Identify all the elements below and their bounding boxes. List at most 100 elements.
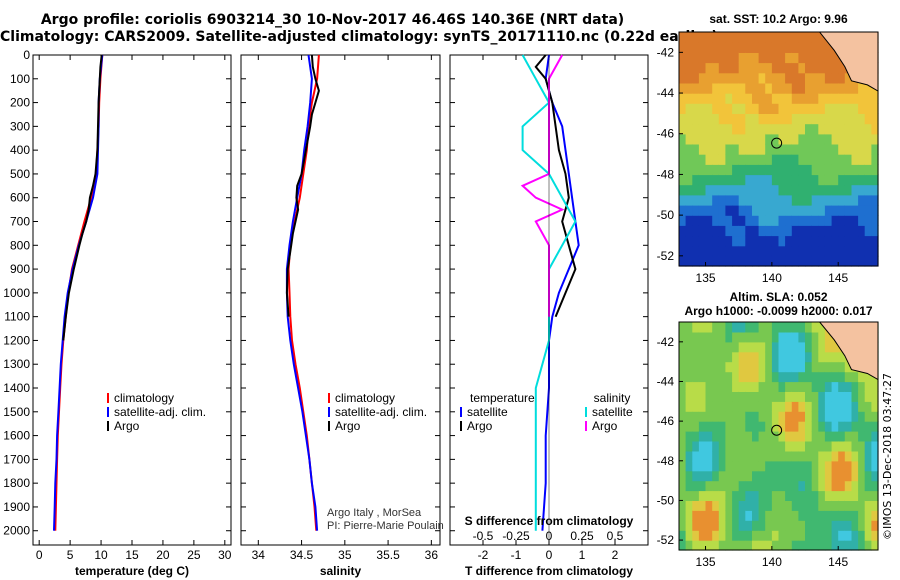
map-cell bbox=[712, 520, 720, 531]
map-cell bbox=[778, 245, 786, 257]
map-cell bbox=[785, 194, 793, 206]
map-cell bbox=[824, 371, 833, 383]
map-cell bbox=[838, 245, 846, 257]
x-tick-label: 25 bbox=[187, 548, 201, 562]
map-cell bbox=[732, 52, 740, 64]
map-cell bbox=[738, 510, 746, 521]
map-cell bbox=[758, 530, 766, 541]
map-cell bbox=[718, 82, 726, 94]
map-cell bbox=[844, 431, 852, 442]
map-cell bbox=[758, 255, 766, 267]
map-cell bbox=[858, 421, 866, 432]
map-cell bbox=[818, 480, 826, 492]
map-cell bbox=[791, 235, 799, 247]
map-cell bbox=[844, 225, 852, 237]
map-cell bbox=[844, 184, 852, 196]
map-cell bbox=[752, 470, 760, 482]
map-cell bbox=[758, 480, 766, 492]
map-cell bbox=[718, 500, 726, 511]
map-cell bbox=[811, 361, 819, 373]
y-tick-label: 1600 bbox=[3, 429, 30, 443]
y-tick-label: 200 bbox=[10, 96, 30, 110]
map-cell bbox=[765, 62, 773, 74]
map-cell bbox=[844, 450, 852, 462]
map-cell bbox=[718, 93, 726, 104]
map-cell bbox=[791, 82, 799, 94]
map-cell bbox=[732, 411, 740, 422]
map-cell bbox=[864, 381, 872, 392]
map-cell bbox=[824, 520, 833, 531]
map-cell bbox=[791, 490, 799, 501]
map-cell bbox=[785, 411, 793, 422]
x-tick-label: 5 bbox=[67, 548, 74, 562]
map-cell bbox=[705, 530, 713, 541]
map-cell bbox=[798, 143, 806, 155]
map-cell bbox=[738, 540, 746, 551]
map-cell bbox=[771, 164, 780, 176]
map-cell bbox=[785, 93, 793, 104]
map-cell bbox=[818, 361, 826, 373]
x-tick-label: 2 bbox=[612, 548, 619, 562]
map-cell bbox=[805, 450, 813, 462]
map-cell bbox=[831, 235, 839, 247]
map-cell bbox=[698, 421, 707, 432]
map-cell bbox=[771, 154, 780, 165]
map-cell bbox=[745, 103, 753, 114]
map-cell bbox=[811, 154, 819, 165]
map-cell bbox=[864, 235, 872, 247]
map-cell bbox=[785, 520, 793, 531]
map-cell bbox=[778, 225, 786, 237]
map-cell bbox=[844, 470, 852, 482]
map-cell bbox=[864, 510, 872, 521]
map-cell bbox=[791, 103, 799, 114]
x-tick-label: 35 bbox=[338, 548, 352, 562]
map-cell bbox=[771, 62, 780, 74]
map-cell bbox=[858, 123, 866, 135]
map-cell bbox=[791, 540, 799, 551]
map-cell bbox=[805, 154, 813, 165]
map-cell bbox=[771, 351, 780, 363]
x-tick-label: 0 bbox=[36, 548, 43, 562]
map-cell bbox=[824, 42, 833, 53]
map-cell bbox=[712, 371, 720, 383]
map-cell bbox=[698, 245, 707, 257]
map-cell bbox=[705, 133, 713, 145]
map-cell bbox=[765, 540, 773, 551]
map-cell bbox=[798, 174, 806, 186]
map-cell bbox=[791, 215, 799, 226]
map-cell bbox=[791, 500, 799, 511]
map-cell bbox=[745, 235, 753, 247]
map-cell bbox=[771, 470, 780, 482]
map-cell bbox=[725, 194, 733, 206]
map-cell bbox=[692, 391, 700, 402]
map-cell bbox=[698, 225, 707, 237]
map-cell bbox=[765, 235, 773, 247]
map-cell bbox=[851, 530, 859, 541]
map-cell bbox=[725, 62, 733, 74]
map-cell bbox=[771, 42, 780, 53]
map-cell bbox=[705, 510, 713, 521]
map-title: Altim. SLA: 0.052 bbox=[729, 290, 827, 304]
map-cell bbox=[864, 184, 872, 196]
map-cell bbox=[738, 391, 746, 402]
panel-frame bbox=[32, 54, 232, 546]
map-cell bbox=[718, 480, 726, 492]
map-cell bbox=[871, 530, 879, 541]
map-cell bbox=[778, 42, 786, 53]
map-cell bbox=[791, 530, 799, 541]
map-cell bbox=[771, 361, 780, 373]
map-cell bbox=[765, 480, 773, 492]
map-cell bbox=[844, 113, 852, 125]
map-cell bbox=[838, 500, 846, 511]
top-x-tick-label: -0.5 bbox=[473, 529, 494, 543]
map-cell bbox=[864, 540, 872, 551]
map-cell bbox=[798, 421, 806, 432]
map-cell bbox=[864, 93, 872, 104]
map-cell bbox=[858, 143, 866, 155]
map-cell bbox=[785, 450, 793, 462]
map-cell bbox=[705, 143, 713, 155]
map-cell bbox=[824, 490, 833, 501]
map-cell bbox=[765, 215, 773, 226]
map-cell bbox=[818, 401, 826, 412]
map-cell bbox=[844, 103, 852, 114]
